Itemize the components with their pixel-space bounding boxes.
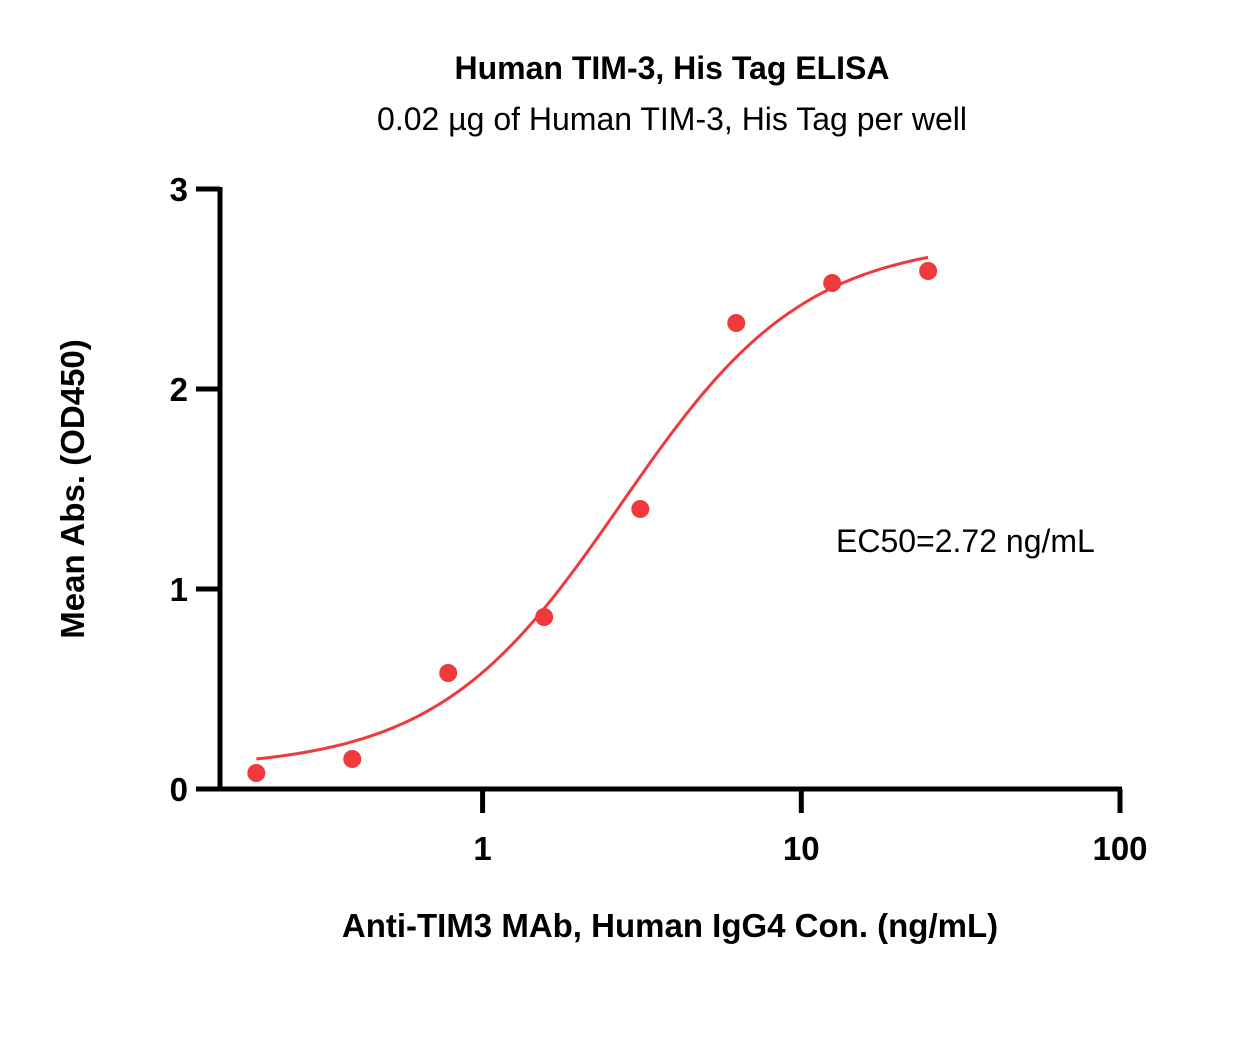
data-point (823, 274, 842, 292)
data-point (247, 764, 266, 782)
chart-title: Human TIM-3, His Tag ELISA (455, 50, 890, 86)
x-tick-label: 100 (1092, 830, 1147, 867)
data-point (727, 314, 746, 332)
x-tick-label: 10 (783, 830, 820, 867)
x-axis-label: Anti-TIM3 MAb, Human IgG4 Con. (ng/mL) (342, 907, 998, 944)
data-point (631, 500, 650, 518)
data-points (247, 262, 938, 782)
chart-subtitle: 0.02 µg of Human TIM-3, His Tag per well (377, 101, 967, 137)
y-tick-label: 2 (170, 371, 188, 408)
y-tick-label: 1 (170, 571, 188, 608)
axes (196, 187, 1122, 792)
data-point (535, 608, 554, 626)
data-point (343, 750, 362, 768)
x-tick-label: 1 (473, 830, 491, 867)
fit-curve-group (256, 255, 929, 761)
y-tick-label: 3 (170, 171, 188, 208)
data-point (439, 664, 458, 682)
ticks: 0 1 2 3 1 10 100 (170, 171, 1148, 867)
ec50-annotation: EC50=2.72 ng/mL (836, 523, 1095, 559)
data-point (919, 262, 938, 280)
y-axis-label: Mean Abs. (OD450) (54, 339, 91, 639)
y-tick-label: 0 (170, 771, 188, 808)
fit-curve (256, 255, 929, 761)
